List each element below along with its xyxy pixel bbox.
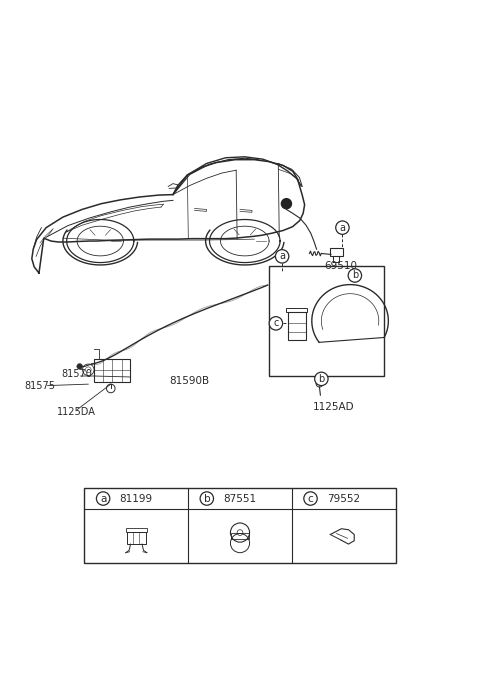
Text: 79552: 79552 — [327, 493, 360, 503]
Text: b: b — [352, 271, 358, 280]
Text: 81199: 81199 — [120, 493, 153, 503]
Circle shape — [348, 269, 361, 282]
Bar — [84, 488, 396, 562]
Circle shape — [96, 492, 110, 506]
Bar — [287, 308, 308, 312]
Text: 87551: 87551 — [223, 493, 256, 503]
Text: 1125DA: 1125DA — [57, 407, 96, 417]
Bar — [94, 359, 130, 382]
Text: 1125AD: 1125AD — [312, 402, 354, 412]
Text: 81570: 81570 — [61, 369, 92, 379]
Text: a: a — [279, 251, 285, 262]
Circle shape — [281, 198, 292, 210]
Circle shape — [304, 492, 317, 506]
Text: c: c — [273, 319, 278, 328]
Text: a: a — [100, 493, 106, 503]
Circle shape — [276, 249, 289, 263]
Text: 81590B: 81590B — [170, 375, 210, 386]
Text: a: a — [339, 223, 346, 233]
Text: 81575: 81575 — [24, 381, 56, 390]
Bar — [288, 312, 306, 340]
Bar — [231, 532, 249, 539]
Text: b: b — [318, 374, 324, 384]
Bar — [269, 266, 384, 376]
Text: 69510: 69510 — [324, 261, 357, 271]
Circle shape — [200, 492, 214, 506]
Bar — [127, 532, 146, 544]
Circle shape — [315, 372, 328, 386]
Text: c: c — [308, 493, 313, 503]
Circle shape — [77, 364, 83, 369]
Circle shape — [336, 221, 349, 234]
Text: b: b — [204, 493, 210, 503]
Bar — [126, 528, 147, 532]
Circle shape — [269, 316, 283, 330]
Bar — [330, 248, 343, 256]
